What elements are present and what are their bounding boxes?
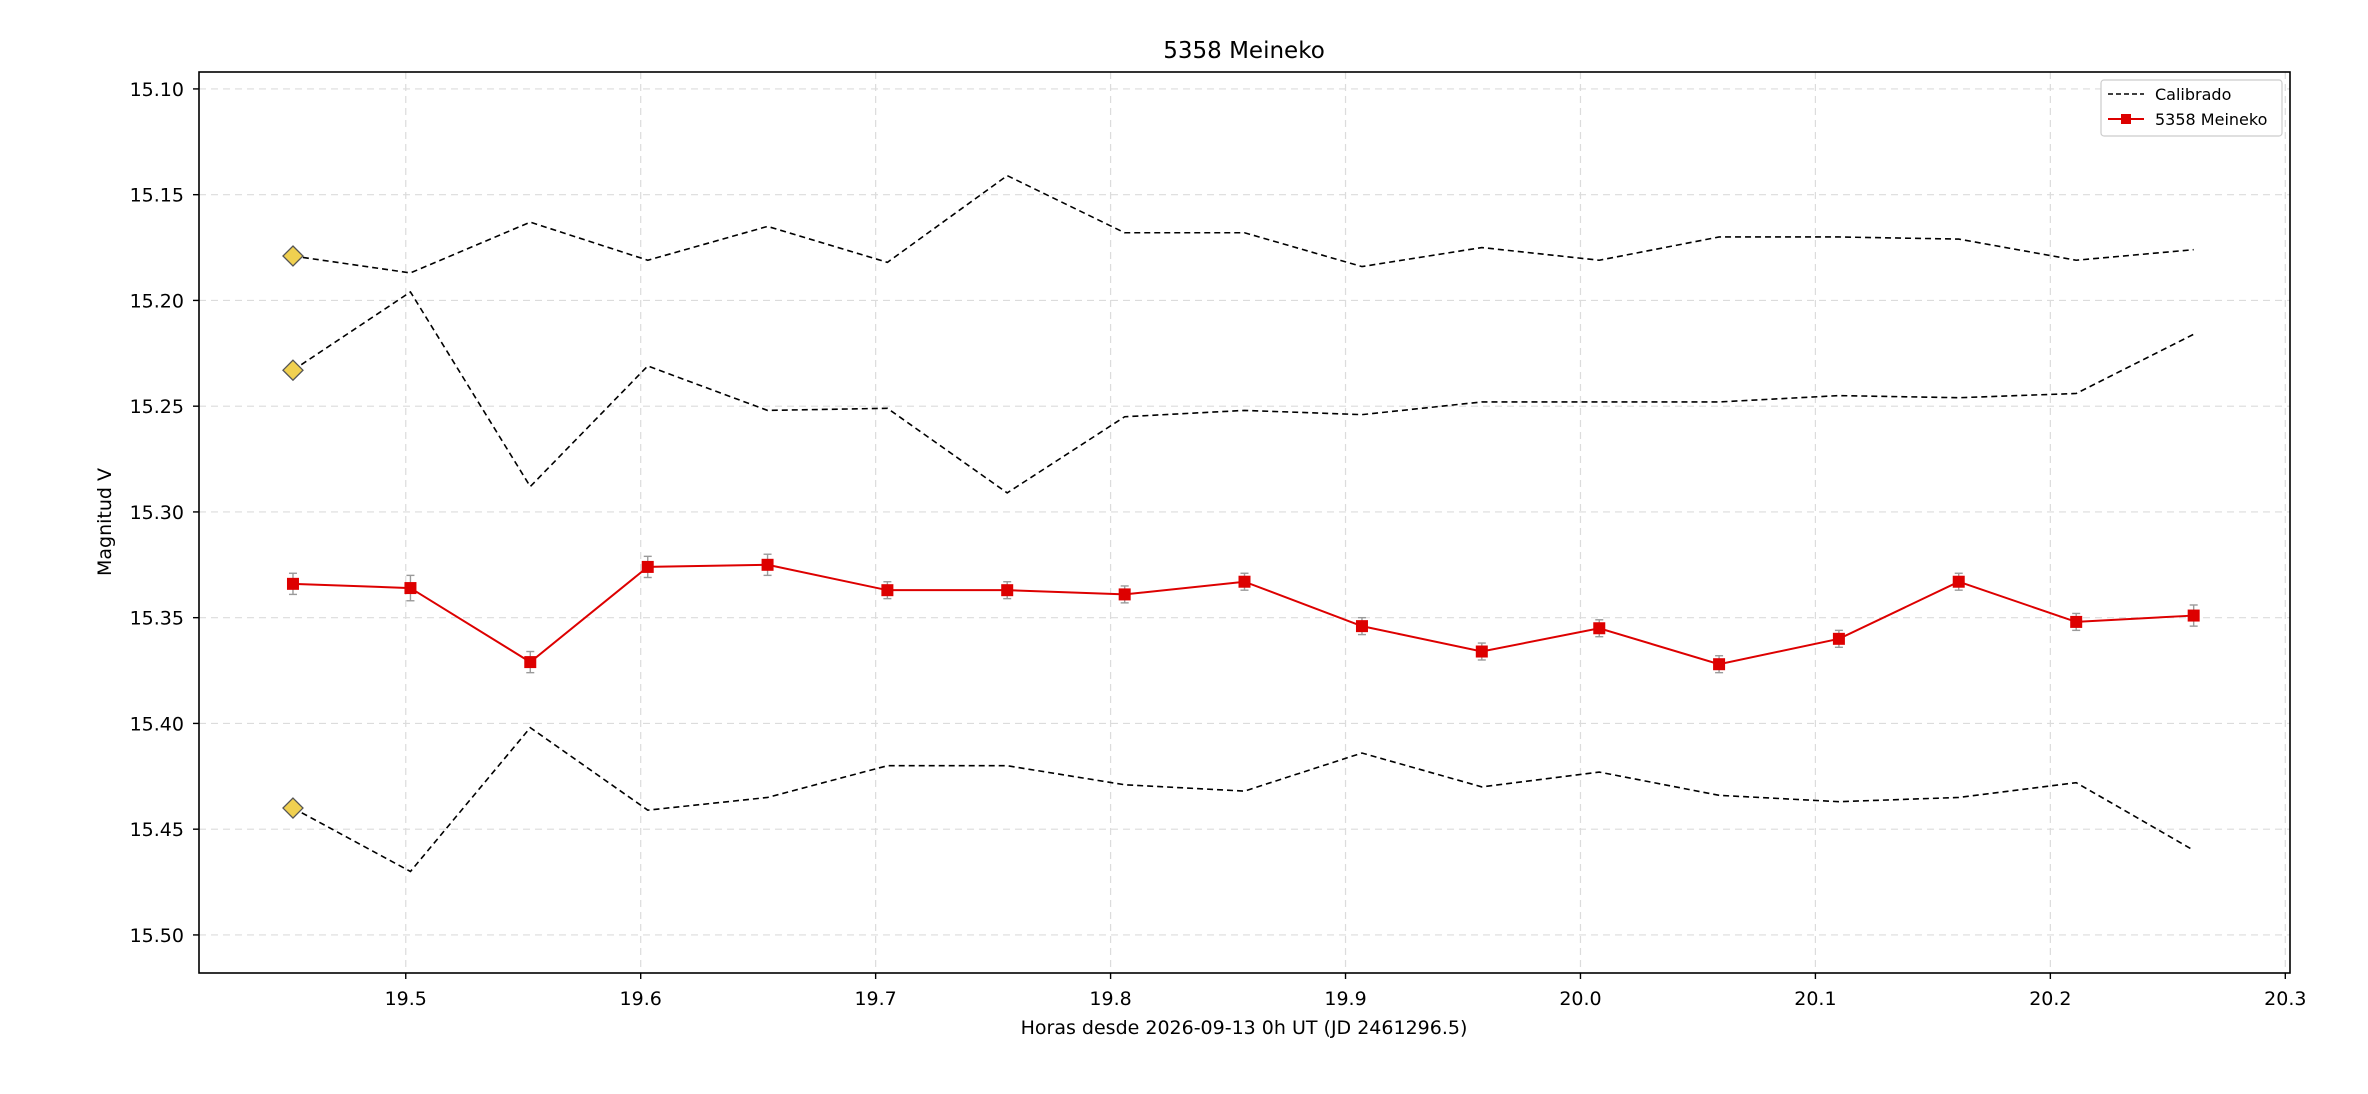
x-tick-label: 20.0 [1559,988,1601,1010]
y-tick-label: 15.20 [130,290,184,312]
x-tick-label: 20.1 [1794,988,1836,1010]
legend-meineko-marker [2121,114,2131,124]
x-tick-label: 19.8 [1089,988,1131,1010]
data-point [1832,632,1845,645]
x-tick-label: 19.9 [1324,988,1366,1010]
series-2 [282,726,2195,873]
x-tick-label: 19.7 [854,988,896,1010]
plot-frame [198,71,2291,974]
data-point [2070,615,2083,628]
data-point [881,584,894,597]
grid-lines [199,72,2290,973]
series-3 [286,553,2200,674]
data-point [1118,588,1131,601]
x-tick-label: 20.2 [2029,988,2071,1010]
data-point [1355,620,1368,633]
chart-title: 5358 Meineko [1163,38,1325,64]
data-point [1952,575,1965,588]
data-point [761,558,774,571]
y-tick-label: 15.25 [130,396,184,418]
y-tick-label: 15.45 [130,819,184,841]
legend: Calibrado 5358 Meineko [2100,79,2283,137]
y-tick-label: 15.30 [130,502,184,524]
series-line [292,174,2194,274]
y-tick-label: 15.50 [130,925,184,947]
x-tick-label: 20.3 [2264,988,2306,1010]
series-0 [282,174,2194,274]
start-marker [282,359,304,382]
start-marker [282,797,304,819]
y-tick-label: 15.35 [130,608,184,630]
legend-box [2100,79,2283,137]
x-axis: 19.5 19.6 19.7 19.8 19.9 20.0 20.1 20.2 20.3 [385,973,2306,1010]
start-marker [282,245,304,267]
series-line [292,726,2195,873]
series-1 [282,290,2195,494]
data-point [1001,584,1014,597]
data-point [1238,575,1251,588]
y-tick-label: 15.40 [130,713,184,735]
data-point [404,582,417,595]
data-point [1475,645,1488,658]
y-axis: 15.10 15.15 15.20 15.25 15.30 15.35 15.40 15.45… [130,79,199,947]
data-point [641,560,654,573]
data-point [1593,622,1606,635]
x-tick-label: 19.5 [385,988,427,1010]
legend-calibrado-label: Calibrado [2155,85,2231,104]
y-axis-label: Magnitud V [94,468,116,576]
x-axis-label: Horas desde 2026-09-13 0h UT (JD 2461296… [1021,1017,1468,1039]
data-point [524,656,537,669]
y-tick-label: 15.10 [130,79,184,101]
series-layer [282,174,2200,873]
data-point [2187,609,2200,622]
y-tick-label: 15.15 [130,185,184,207]
series-line [292,290,2195,494]
data-point [1713,658,1726,671]
legend-meineko-label: 5358 Meineko [2155,110,2267,129]
data-point [286,577,299,590]
x-tick-label: 19.6 [620,988,662,1010]
